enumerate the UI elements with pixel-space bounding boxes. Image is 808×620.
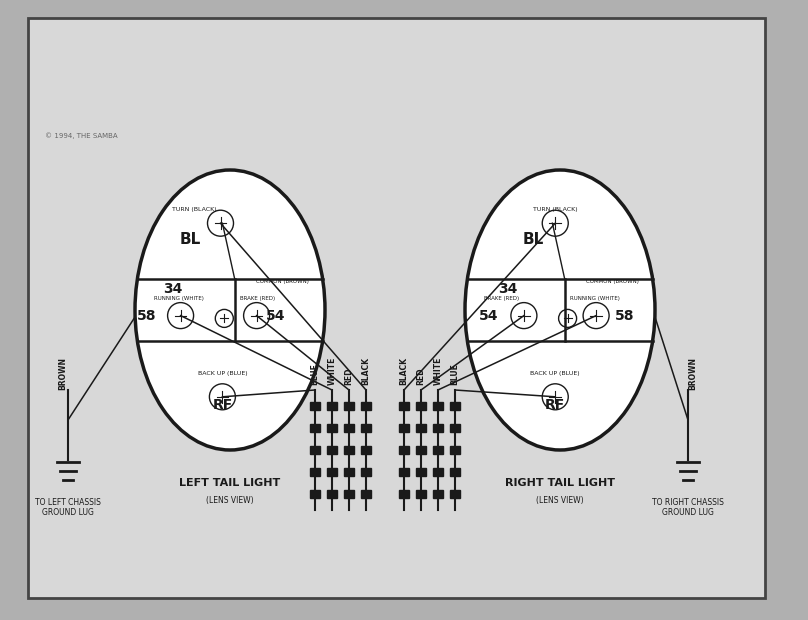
Text: 34: 34 [163,282,183,296]
Text: BLUE: BLUE [451,363,460,385]
Bar [361,446,371,454]
Text: BL: BL [523,232,544,247]
Bar [416,402,426,410]
Bar [450,402,460,410]
Bar [416,468,426,476]
Bar [399,490,409,498]
Bar [433,402,443,410]
Text: RUNNING (WHITE): RUNNING (WHITE) [570,296,620,301]
Text: BRAKE (RED): BRAKE (RED) [239,296,275,301]
Ellipse shape [135,170,325,450]
Bar [361,490,371,498]
Text: BLUE: BLUE [310,363,319,385]
Bar [433,446,443,454]
Text: BACK UP (BLUE): BACK UP (BLUE) [530,371,580,376]
Bar [433,490,443,498]
Text: TURN (BLACK): TURN (BLACK) [533,206,578,211]
Bar [399,424,409,432]
Text: BROWN: BROWN [688,357,697,390]
Bar [310,424,320,432]
Ellipse shape [465,170,655,450]
Bar [399,446,409,454]
Text: WHITE: WHITE [434,356,443,385]
Text: © 1994, THE SAMBA: © 1994, THE SAMBA [45,132,118,139]
Bar [310,446,320,454]
Text: LEFT TAIL LIGHT: LEFT TAIL LIGHT [179,478,280,488]
Bar [433,424,443,432]
Bar [327,468,337,476]
Text: 58: 58 [137,309,156,322]
Bar [416,446,426,454]
Bar [344,490,354,498]
Bar [327,446,337,454]
Bar [327,424,337,432]
Bar [450,490,460,498]
Bar [344,446,354,454]
Bar [344,402,354,410]
Bar [327,490,337,498]
Bar [433,468,443,476]
Bar [361,402,371,410]
Text: BACK UP (BLUE): BACK UP (BLUE) [198,371,247,376]
Bar [399,402,409,410]
Text: BL: BL [179,232,200,247]
Text: COMMON (BROWN): COMMON (BROWN) [256,280,309,285]
Text: (LENS VIEW): (LENS VIEW) [206,496,254,505]
Text: BLACK: BLACK [399,357,409,385]
Text: BLACK: BLACK [361,357,371,385]
Bar [450,446,460,454]
Text: (LENS VIEW): (LENS VIEW) [537,496,584,505]
Text: TURN (BLACK): TURN (BLACK) [171,206,217,211]
Text: TO RIGHT CHASSIS
GROUND LUG: TO RIGHT CHASSIS GROUND LUG [652,498,724,518]
Text: 58: 58 [615,309,634,322]
Bar [310,468,320,476]
Text: 34: 34 [498,282,517,296]
Text: RED: RED [344,368,354,385]
Text: BRAKE (RED): BRAKE (RED) [484,296,519,301]
Text: RIGHT TAIL LIGHT: RIGHT TAIL LIGHT [505,478,615,488]
Bar [450,468,460,476]
Text: WHITE: WHITE [327,356,336,385]
Bar [399,468,409,476]
Bar [310,402,320,410]
Bar [310,490,320,498]
Text: 54: 54 [266,309,285,322]
Bar [450,424,460,432]
Bar [327,402,337,410]
Text: COMMON (BROWN): COMMON (BROWN) [586,280,638,285]
Bar [361,424,371,432]
Text: RF: RF [213,398,233,412]
Bar [361,468,371,476]
Bar [416,424,426,432]
Text: BROWN: BROWN [58,357,68,390]
Text: RED: RED [416,368,426,385]
Text: 54: 54 [479,309,499,322]
Bar [344,468,354,476]
Text: RF: RF [545,398,566,412]
Text: RUNNING (WHITE): RUNNING (WHITE) [154,296,204,301]
Text: TO LEFT CHASSIS
GROUND LUG: TO LEFT CHASSIS GROUND LUG [35,498,101,518]
Bar [344,424,354,432]
Bar [416,490,426,498]
